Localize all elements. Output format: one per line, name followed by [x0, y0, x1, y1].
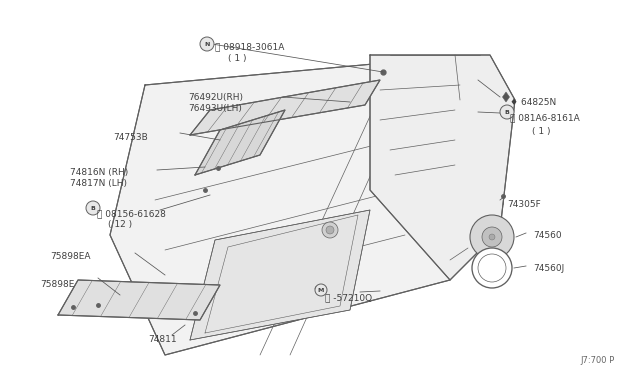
Text: 75898E: 75898E: [40, 280, 74, 289]
Circle shape: [489, 234, 495, 240]
Text: 74817N (LH): 74817N (LH): [70, 179, 127, 188]
Text: 74560J: 74560J: [533, 264, 564, 273]
Text: Ⓝ 08918-3061A: Ⓝ 08918-3061A: [215, 42, 284, 51]
Circle shape: [472, 248, 512, 288]
Text: N: N: [204, 42, 210, 46]
Circle shape: [478, 254, 506, 282]
Polygon shape: [370, 55, 515, 280]
Text: 74816N (RH): 74816N (RH): [70, 168, 128, 177]
Circle shape: [500, 105, 514, 119]
Text: 74811: 74811: [148, 335, 177, 344]
Circle shape: [200, 37, 214, 51]
Text: 74753B: 74753B: [113, 133, 148, 142]
Circle shape: [326, 226, 334, 234]
Polygon shape: [190, 210, 370, 340]
Circle shape: [322, 222, 338, 238]
Text: ♦ 64825N: ♦ 64825N: [510, 98, 556, 107]
Polygon shape: [110, 62, 455, 355]
Text: 75898EA: 75898EA: [50, 252, 90, 261]
Text: 74305F: 74305F: [507, 200, 541, 209]
Circle shape: [482, 227, 502, 247]
Text: Ⓑ 081A6-8161A: Ⓑ 081A6-8161A: [510, 113, 580, 122]
Text: ( 12 ): ( 12 ): [108, 220, 132, 229]
Text: Ⓑ 08156-61628: Ⓑ 08156-61628: [97, 209, 166, 218]
Text: Ⓜ -57210Q: Ⓜ -57210Q: [325, 293, 372, 302]
Polygon shape: [58, 280, 220, 320]
Circle shape: [315, 284, 327, 296]
Circle shape: [470, 215, 514, 259]
Polygon shape: [195, 110, 285, 175]
Polygon shape: [502, 92, 509, 102]
Text: 74560: 74560: [533, 231, 562, 240]
Circle shape: [86, 201, 100, 215]
Text: ( 1 ): ( 1 ): [532, 127, 550, 136]
Polygon shape: [190, 80, 380, 135]
Text: M: M: [318, 288, 324, 292]
Text: B: B: [91, 205, 95, 211]
Text: B: B: [504, 109, 509, 115]
Text: J7:700 P: J7:700 P: [580, 356, 615, 365]
Text: ( 1 ): ( 1 ): [228, 54, 246, 63]
Text: 76492U(RH): 76492U(RH): [188, 93, 243, 102]
Text: 76493U(LH): 76493U(LH): [188, 104, 242, 113]
